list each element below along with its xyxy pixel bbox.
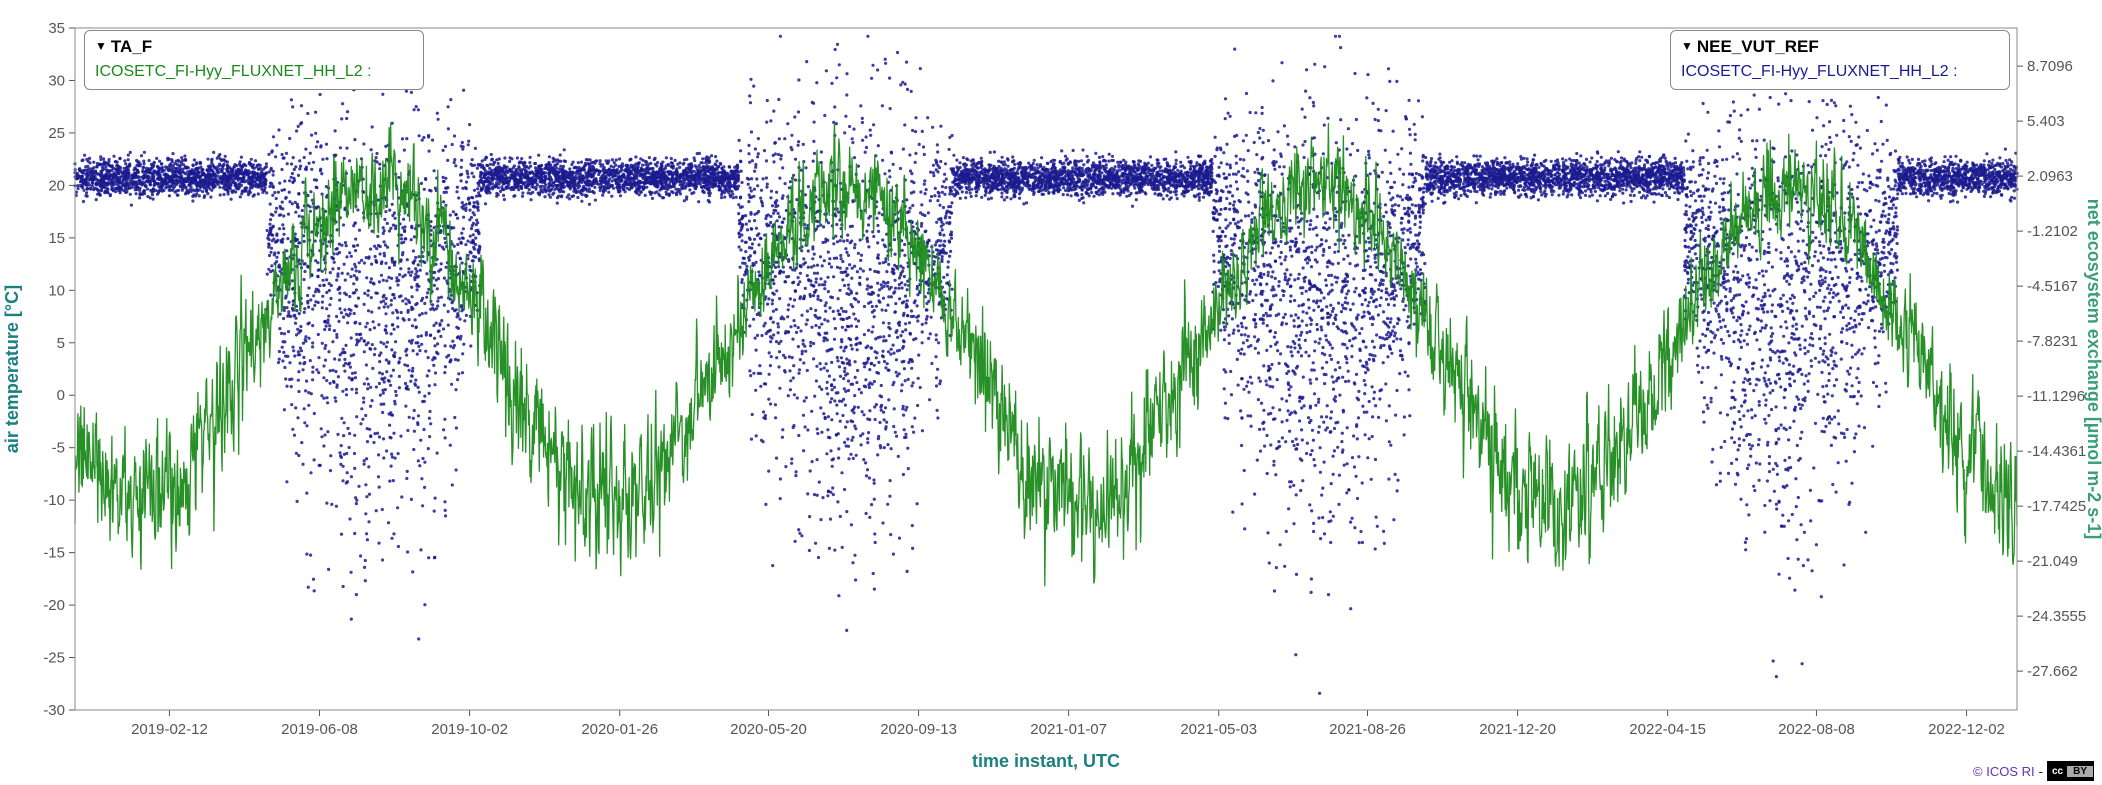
svg-text:20: 20 [48,177,65,194]
collapse-icon: ▼ [1681,39,1693,53]
svg-text:2021-08-26: 2021-08-26 [1329,721,1406,738]
svg-text:-17.7425: -17.7425 [2027,498,2086,515]
svg-text:2021-01-07: 2021-01-07 [1030,721,1107,738]
svg-text:2021-05-03: 2021-05-03 [1180,721,1257,738]
legend-ta-f-title: TA_F [111,37,152,57]
series-nee [73,35,2018,695]
svg-text:2019-06-08: 2019-06-08 [281,721,358,738]
svg-text:-1.2102: -1.2102 [2027,223,2078,240]
svg-text:5.403: 5.403 [2027,113,2065,130]
svg-text:-24.3555: -24.3555 [2027,608,2086,625]
svg-text:net ecosystem exchange [µmol m: net ecosystem exchange [µmol m-2 s-1] [2084,199,2102,540]
svg-text:30: 30 [48,72,65,89]
svg-text:2019-10-02: 2019-10-02 [431,721,508,738]
attribution-sep: - [2039,764,2043,779]
svg-text:2020-09-13: 2020-09-13 [880,721,957,738]
svg-text:10: 10 [48,282,65,299]
svg-text:-21.049: -21.049 [2027,553,2078,570]
svg-text:-15: -15 [43,545,65,562]
svg-text:35: 35 [48,20,65,37]
legend-ta-f[interactable]: ▼ TA_F ICOSETC_FI-Hyy_FLUXNET_HH_L2 : [84,30,424,90]
svg-text:-14.4361: -14.4361 [2027,443,2086,460]
svg-text:2019-02-12: 2019-02-12 [131,721,208,738]
svg-text:-25: -25 [43,650,65,667]
svg-text:2.0963: 2.0963 [2027,168,2073,185]
svg-text:2021-12-20: 2021-12-20 [1479,721,1556,738]
chart-container: -30-25-20-15-10-505101520253035-27.662-2… [0,0,2102,785]
svg-text:5: 5 [57,335,65,352]
legend-ta-f-series[interactable]: ICOSETC_FI-Hyy_FLUXNET_HH_L2 : [95,63,411,81]
legend-nee-header[interactable]: ▼ NEE_VUT_REF [1681,37,1997,57]
svg-text:-30: -30 [43,702,65,719]
svg-text:-20: -20 [43,597,65,614]
svg-text:0: 0 [57,387,65,404]
svg-text:-7.8231: -7.8231 [2027,333,2078,350]
svg-text:-4.5167: -4.5167 [2027,278,2078,295]
legend-ta-f-header[interactable]: ▼ TA_F [95,37,411,57]
cc-by-badge[interactable]: cc BY [2047,761,2094,781]
svg-text:-10: -10 [43,492,65,509]
svg-text:2022-12-02: 2022-12-02 [1928,721,2005,738]
by-label: BY [2067,766,2093,777]
svg-text:time instant, UTC: time instant, UTC [972,751,1120,771]
legend-nee-series[interactable]: ICOSETC_FI-Hyy_FLUXNET_HH_L2 : [1681,63,1997,81]
svg-text:2022-04-15: 2022-04-15 [1629,721,1706,738]
svg-text:2020-05-20: 2020-05-20 [730,721,807,738]
collapse-icon: ▼ [95,39,107,53]
svg-text:2022-08-08: 2022-08-08 [1778,721,1855,738]
svg-text:8.7096: 8.7096 [2027,58,2073,75]
svg-text:2020-01-26: 2020-01-26 [581,721,658,738]
legend-nee-title: NEE_VUT_REF [1697,37,1819,57]
svg-text:air temperature [°C]: air temperature [°C] [2,285,22,453]
cc-icon: cc [2048,766,2067,777]
svg-text:-11.1296: -11.1296 [2027,388,2085,405]
svg-text:-27.662: -27.662 [2027,663,2078,680]
svg-text:15: 15 [48,230,65,247]
attribution-link[interactable]: © ICOS RI [1973,764,2035,779]
timeseries-chart[interactable]: -30-25-20-15-10-505101520253035-27.662-2… [0,0,2102,785]
svg-text:-5: -5 [52,440,65,457]
attribution: © ICOS RI - cc BY [1973,761,2094,781]
svg-text:25: 25 [48,125,65,142]
legend-nee[interactable]: ▼ NEE_VUT_REF ICOSETC_FI-Hyy_FLUXNET_HH_… [1670,30,2010,90]
